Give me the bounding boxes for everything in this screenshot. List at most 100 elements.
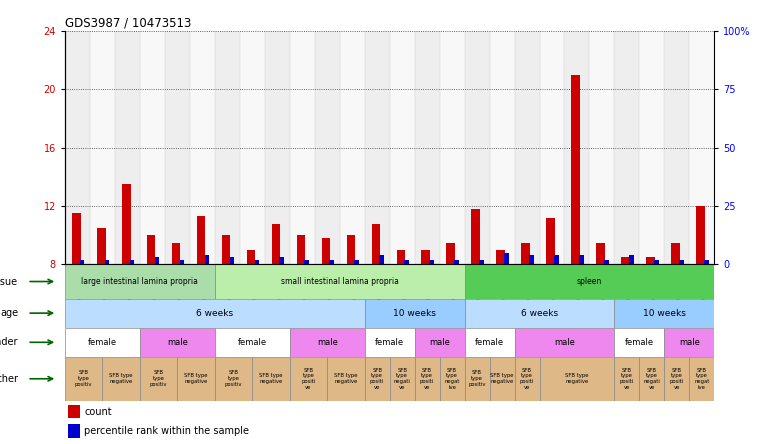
- Bar: [490, 357, 514, 400]
- Text: male: male: [679, 338, 700, 347]
- Bar: [497, 250, 505, 265]
- Bar: [68, 424, 80, 438]
- Bar: [364, 328, 415, 357]
- Bar: [364, 357, 390, 400]
- Bar: [665, 31, 689, 265]
- Bar: [354, 260, 359, 265]
- Text: SFB
type
positiv: SFB type positiv: [468, 370, 486, 387]
- Bar: [639, 357, 665, 400]
- Text: 10 weeks: 10 weeks: [643, 309, 686, 317]
- Bar: [639, 31, 665, 265]
- Bar: [465, 357, 490, 400]
- Bar: [665, 328, 714, 357]
- Bar: [205, 255, 209, 265]
- Bar: [180, 260, 184, 265]
- Text: SFB
type
positi
ve: SFB type positi ve: [301, 368, 316, 390]
- Bar: [130, 260, 134, 265]
- Bar: [102, 357, 140, 400]
- Text: female: female: [238, 338, 267, 347]
- Bar: [689, 31, 714, 265]
- Bar: [215, 265, 465, 298]
- Bar: [415, 357, 439, 400]
- Bar: [455, 260, 459, 265]
- Text: SFB
type
positiv: SFB type positiv: [75, 370, 92, 387]
- Bar: [665, 357, 689, 400]
- Text: male: male: [429, 338, 450, 347]
- Bar: [565, 31, 590, 265]
- Text: large intestinal lamina propria: large intestinal lamina propria: [82, 277, 199, 286]
- Bar: [646, 257, 655, 265]
- Bar: [265, 31, 290, 265]
- Bar: [614, 328, 665, 357]
- Bar: [329, 260, 334, 265]
- Text: tissue: tissue: [0, 277, 18, 286]
- Bar: [121, 184, 131, 265]
- Text: spleen: spleen: [577, 277, 602, 286]
- Bar: [390, 31, 415, 265]
- Bar: [514, 31, 539, 265]
- Bar: [380, 255, 384, 265]
- Bar: [679, 260, 684, 265]
- Bar: [305, 260, 309, 265]
- Bar: [154, 258, 159, 265]
- Bar: [614, 298, 714, 328]
- Bar: [630, 255, 633, 265]
- Bar: [65, 357, 102, 400]
- Bar: [696, 206, 705, 265]
- Bar: [672, 242, 680, 265]
- Bar: [196, 216, 206, 265]
- Bar: [415, 31, 439, 265]
- Text: SFB type
negative: SFB type negative: [184, 373, 208, 384]
- Bar: [347, 235, 355, 265]
- Text: male: male: [554, 338, 575, 347]
- Text: count: count: [84, 407, 112, 416]
- Text: SFB type
negative: SFB type negative: [334, 373, 358, 384]
- Bar: [571, 75, 580, 265]
- Text: male: male: [317, 338, 338, 347]
- Text: SFB
type
positiv: SFB type positiv: [225, 370, 242, 387]
- Bar: [529, 255, 534, 265]
- Bar: [140, 31, 165, 265]
- Text: male: male: [167, 338, 188, 347]
- Bar: [165, 31, 189, 265]
- Text: gender: gender: [0, 337, 18, 347]
- Bar: [471, 209, 481, 265]
- Text: female: female: [475, 338, 504, 347]
- Bar: [72, 214, 80, 265]
- Text: SFB
type
negat
ive: SFB type negat ive: [445, 368, 460, 390]
- Text: age: age: [0, 308, 18, 318]
- Text: SFB
type
positi
ve: SFB type positi ve: [620, 368, 634, 390]
- Text: SFB
type
positi
ve: SFB type positi ve: [420, 368, 434, 390]
- Bar: [364, 31, 390, 265]
- Bar: [614, 357, 639, 400]
- Bar: [68, 404, 80, 418]
- Bar: [465, 328, 514, 357]
- Bar: [364, 298, 465, 328]
- Bar: [215, 328, 290, 357]
- Bar: [446, 242, 455, 265]
- Text: SFB type
negative: SFB type negative: [565, 373, 589, 384]
- Text: SFB
type
negat
ive: SFB type negat ive: [694, 368, 710, 390]
- Text: SFB
type
negati
ve: SFB type negati ve: [643, 368, 660, 390]
- Bar: [79, 260, 84, 265]
- Bar: [290, 31, 315, 265]
- Bar: [252, 357, 290, 400]
- Bar: [554, 255, 558, 265]
- Bar: [280, 258, 284, 265]
- Bar: [240, 31, 265, 265]
- Bar: [614, 31, 639, 265]
- Bar: [65, 265, 215, 298]
- Bar: [65, 31, 90, 265]
- Bar: [65, 328, 140, 357]
- Text: GDS3987 / 10473513: GDS3987 / 10473513: [65, 17, 191, 30]
- Bar: [439, 31, 465, 265]
- Bar: [514, 328, 614, 357]
- Bar: [590, 31, 614, 265]
- Bar: [539, 357, 614, 400]
- Bar: [322, 238, 330, 265]
- Bar: [97, 228, 105, 265]
- Bar: [621, 257, 630, 265]
- Text: SFB
type
positi
ve: SFB type positi ve: [670, 368, 684, 390]
- Bar: [272, 224, 280, 265]
- Bar: [371, 224, 380, 265]
